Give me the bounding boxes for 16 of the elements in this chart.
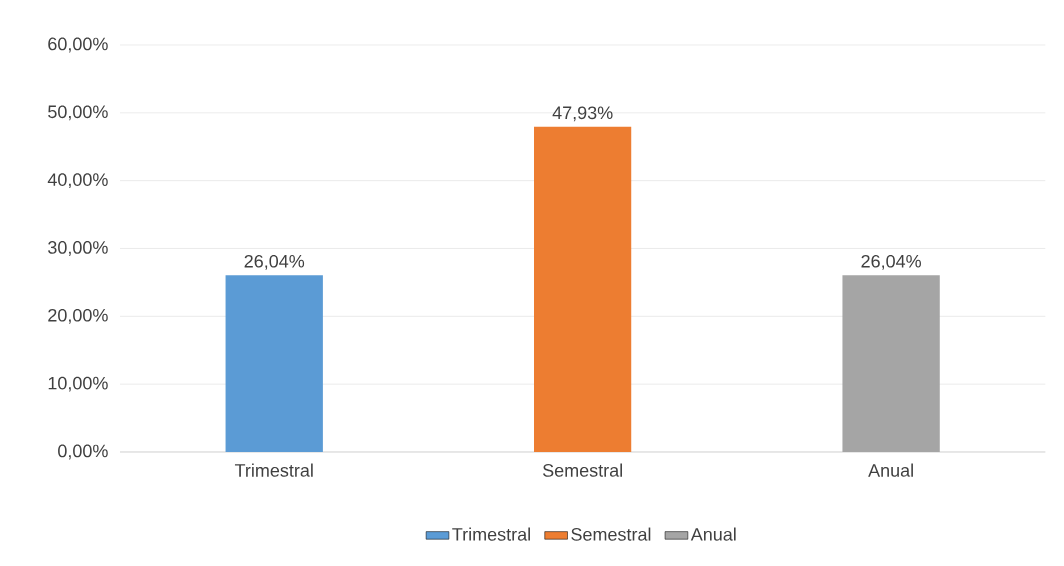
x-tick-label: Trimestral (234, 463, 313, 477)
data-label: 26,04% (244, 254, 305, 270)
y-tick-label: 0,00% (58, 444, 108, 460)
legend-label: Trimestral (452, 527, 530, 541)
legend-label: Anual (690, 527, 736, 541)
data-label: 47,93% (552, 106, 613, 122)
y-tick-label: 40,00% (47, 173, 108, 189)
x-tick-label: Anual (868, 463, 913, 477)
y-tick-label: 10,00% (48, 376, 108, 392)
data-label: 26,04% (861, 254, 921, 270)
y-tick-label: 30,00% (48, 241, 108, 256)
y-tick-label: 20,00% (48, 308, 108, 324)
legend-label: Semestral (571, 527, 651, 541)
y-tick-label: 60,00% (48, 37, 108, 53)
y-tick-label: 50,00% (48, 105, 108, 121)
x-tick-label: Semestral (542, 463, 622, 477)
